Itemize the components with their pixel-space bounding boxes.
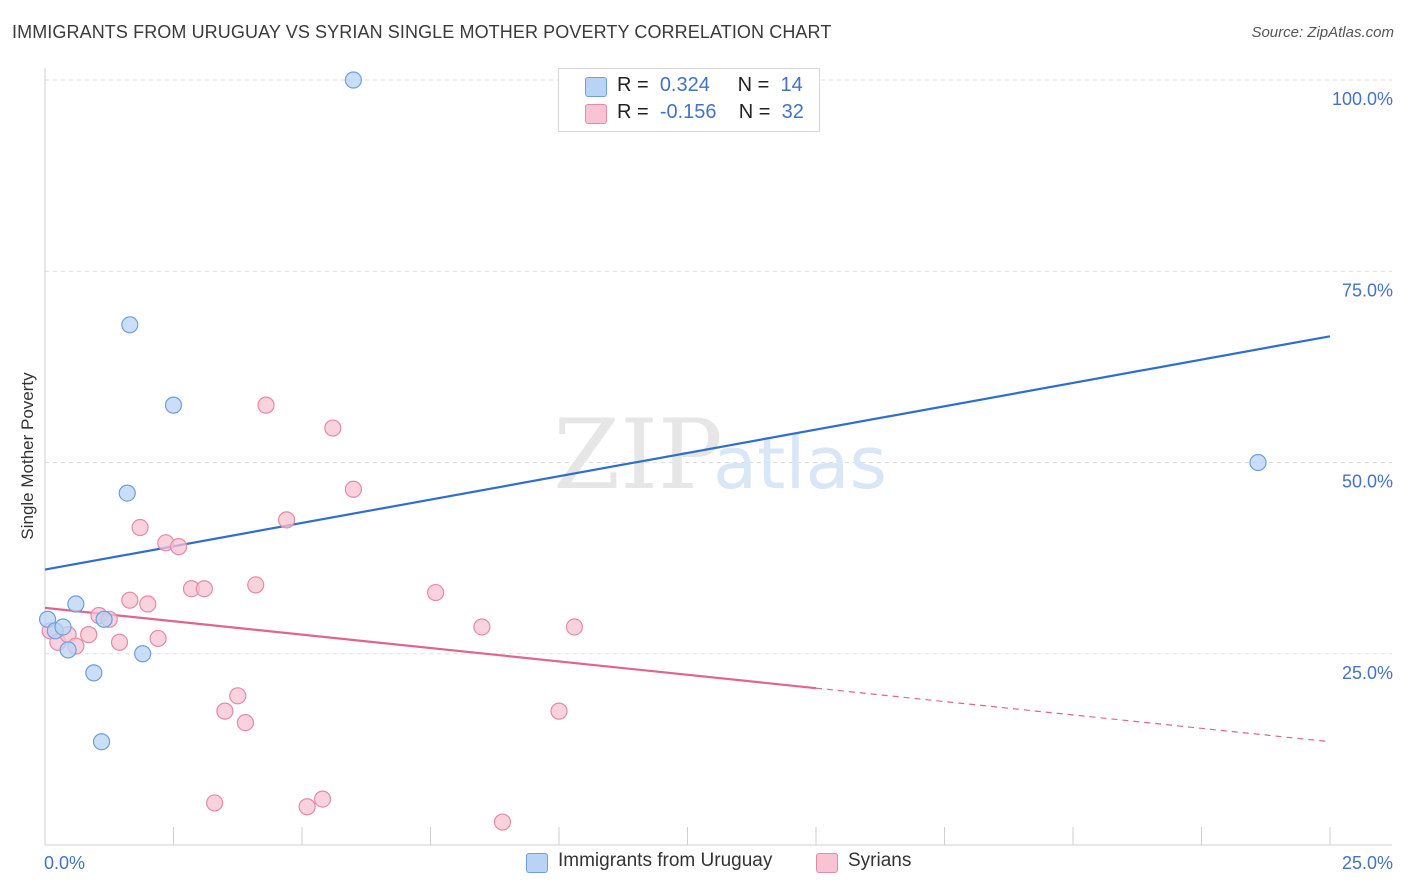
uruguay-point — [95, 610, 113, 628]
syrians-swatch — [816, 853, 838, 873]
syrians-point — [257, 396, 275, 414]
legend-label-syrians: Syrians — [848, 850, 912, 871]
uruguay-point — [92, 733, 111, 751]
x-tick-label: 25.0% — [1342, 853, 1393, 873]
syrians-point — [493, 813, 512, 831]
axes — [44, 68, 1392, 846]
syrians-point — [298, 798, 316, 816]
watermark-zip: ZIP — [553, 399, 722, 511]
uruguay-swatch — [526, 853, 548, 873]
watermark: ZIP atlas — [553, 399, 887, 511]
syrians-point — [324, 419, 342, 437]
correlation-legend: R = 0.324 N = 14 R = -0.156 N = 32 — [558, 68, 820, 132]
uruguay-point — [118, 484, 136, 502]
y-tick-label: 50.0% — [1342, 472, 1393, 492]
legend-n-value: 14 — [780, 74, 803, 96]
watermark-atlas: atlas — [713, 421, 887, 505]
y-tick-label: 25.0% — [1342, 663, 1393, 683]
uruguay-point — [59, 641, 77, 659]
legend-r-label: R = — [617, 101, 649, 123]
uruguay-swatch — [585, 77, 607, 97]
uruguay-point — [1249, 453, 1267, 472]
legend-r-label: R = — [617, 74, 649, 96]
syrians-point — [550, 702, 568, 720]
chart-title: IMMIGRANTS FROM URUGUAY VS SYRIAN SINGLE… — [12, 22, 832, 42]
legend-r-value: 0.324 — [659, 74, 710, 96]
syrians-point — [149, 629, 167, 648]
syrians-point — [121, 591, 139, 609]
legend-n-label: N = — [738, 101, 771, 123]
syrians-point — [229, 687, 247, 705]
syrians-point — [131, 518, 149, 537]
syrians-point — [427, 583, 445, 602]
syrians-point — [277, 511, 296, 529]
syrians-point — [216, 702, 234, 720]
syrians-point — [247, 576, 265, 594]
y-tick-label: 75.0% — [1342, 280, 1393, 300]
syrians-point — [473, 618, 491, 636]
syrians-trend-extension — [815, 687, 1331, 743]
syrians-point — [139, 595, 157, 613]
uruguay-point — [67, 595, 85, 613]
syrians-trend-line — [44, 606, 817, 690]
gridlines — [45, 79, 1392, 655]
syrians-point — [80, 626, 98, 644]
uruguay-point — [164, 396, 183, 414]
syrians-point — [313, 790, 332, 808]
syrians-point — [110, 633, 129, 651]
uruguay-point — [85, 664, 103, 682]
y-tick-label: 100.0% — [1332, 89, 1393, 109]
source-label: Source: ZipAtlas.com — [1251, 24, 1394, 41]
uruguay-point — [121, 316, 139, 334]
x-tick-label: 0.0% — [44, 853, 85, 873]
uruguay-point — [54, 618, 72, 636]
uruguay-point — [134, 645, 152, 663]
syrians-point — [195, 580, 213, 598]
uruguay-trend-line — [44, 335, 1331, 571]
syrians-point — [206, 794, 224, 812]
uruguay-point — [344, 71, 362, 89]
syrians-swatch — [585, 104, 607, 124]
syrians-point — [565, 618, 584, 636]
trend-lines — [44, 335, 1331, 743]
data-points — [38, 71, 1267, 831]
y-axis-label: Single Mother Poverty — [18, 372, 37, 540]
legend-label-uruguay: Immigrants from Uruguay — [558, 850, 773, 871]
legend-n-label: N = — [737, 74, 770, 96]
syrians-point — [170, 538, 188, 556]
tick-labels: 25.0% 50.0% 75.0% 100.0% 0.0% 25.0% — [44, 89, 1393, 873]
syrians-point — [236, 713, 255, 732]
legend-n-value: 32 — [781, 101, 804, 123]
syrians-point — [344, 480, 362, 498]
legend-r-value: -0.156 — [659, 101, 717, 123]
